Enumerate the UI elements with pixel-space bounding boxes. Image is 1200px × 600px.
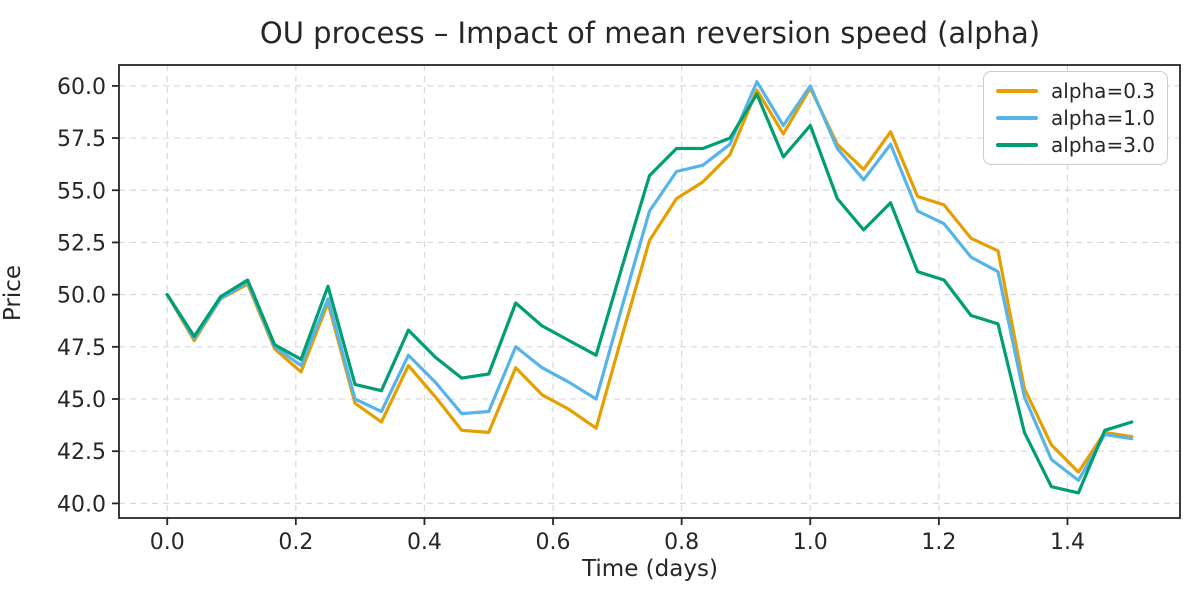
x-tick-label: 0.0: [150, 530, 185, 555]
legend-swatch: [996, 143, 1038, 148]
legend-swatch: [996, 115, 1038, 120]
y-tick-label: 42.5: [57, 440, 106, 465]
y-tick-label: 47.5: [57, 336, 106, 361]
legend-item-2: alpha=3.0: [996, 133, 1155, 157]
legend-label: alpha=0.3: [1051, 78, 1156, 103]
legend-label: alpha=1.0: [1051, 105, 1156, 130]
x-tick-label: 0.2: [278, 530, 313, 555]
axes-spines: [118, 64, 1181, 519]
series-line-2: [165, 92, 1134, 495]
y-axis-label: Price: [0, 264, 26, 322]
x-tick-label: 0.4: [407, 530, 442, 555]
x-tick-label: 1.4: [1050, 530, 1085, 555]
chart-title: OU process – Impact of mean reversion sp…: [259, 16, 1041, 50]
x-tick-label: 1.0: [793, 530, 828, 555]
x-axis-label: Time (days): [582, 556, 718, 582]
y-tick-label: 60.0: [57, 75, 106, 100]
x-tick-label: 0.6: [536, 530, 571, 555]
y-tick-label: 57.5: [57, 127, 106, 152]
legend: alpha=0.3 alpha=1.0 alpha=3.0: [983, 71, 1168, 165]
legend-label: alpha=3.0: [1051, 133, 1156, 158]
legend-item-1: alpha=1.0: [996, 106, 1155, 130]
legend-swatch: [996, 88, 1038, 93]
x-tick-label: 0.8: [664, 530, 699, 555]
y-tick-label: 50.0: [57, 284, 106, 309]
y-tick-label: 52.5: [57, 231, 106, 256]
y-tick-label: 55.0: [57, 179, 106, 204]
series-line-1: [165, 80, 1134, 482]
x-tick-label: 1.2: [921, 530, 956, 555]
y-tick-label: 45.0: [57, 388, 106, 413]
legend-item-0: alpha=0.3: [996, 79, 1155, 103]
y-tick-label: 40.0: [57, 492, 106, 517]
